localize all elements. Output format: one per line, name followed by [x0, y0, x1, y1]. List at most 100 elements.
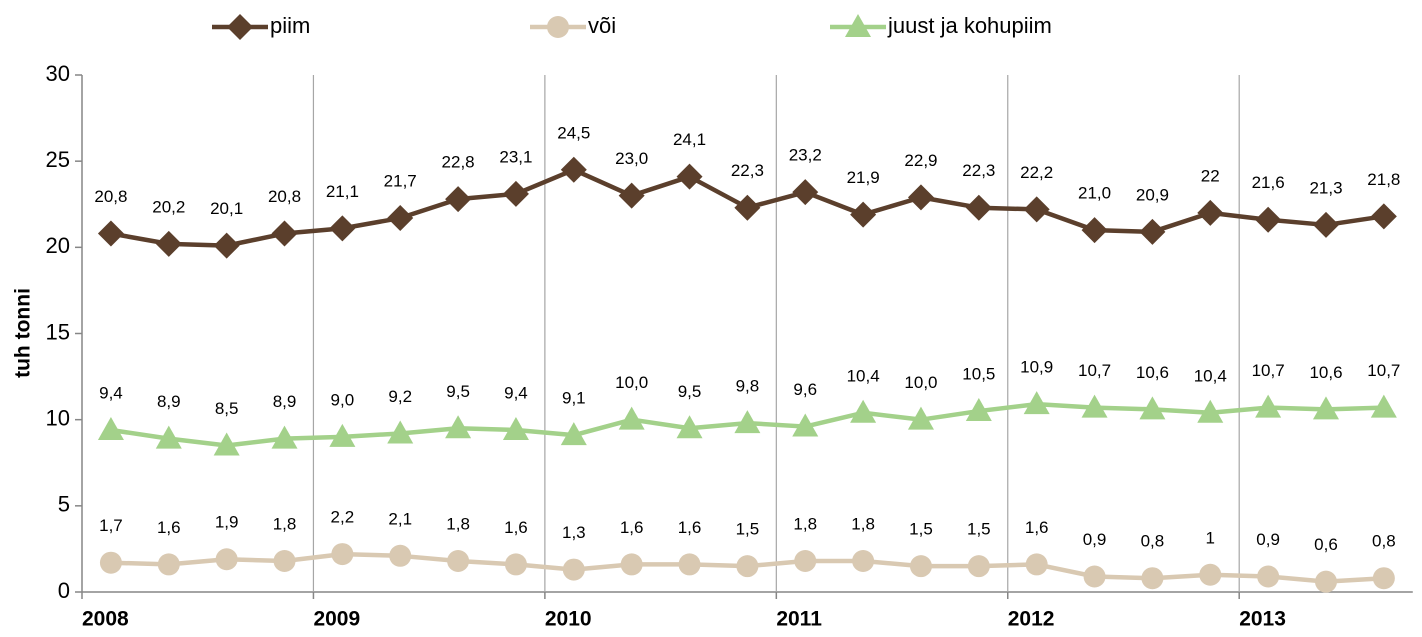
- data-label: 10,4: [847, 366, 880, 385]
- data-label: 1,5: [909, 520, 933, 539]
- data-label: 2,1: [388, 509, 412, 528]
- data-point: [618, 182, 645, 209]
- data-label: 22: [1201, 166, 1220, 185]
- data-label: 1,8: [446, 514, 470, 533]
- x-tick-label: 2010: [545, 608, 592, 631]
- data-label: 20,8: [268, 187, 301, 206]
- data-label: 10,5: [962, 365, 995, 384]
- data-point: [562, 558, 585, 581]
- data-point: [502, 417, 529, 441]
- data-label: 9,5: [446, 382, 470, 401]
- data-label: 21,7: [384, 172, 417, 191]
- data-point: [909, 555, 932, 578]
- data-label: 1: [1206, 528, 1215, 547]
- data-point: [850, 201, 877, 228]
- data-point: [1025, 553, 1048, 576]
- data-point: [271, 425, 298, 449]
- data-label: 0,6: [1314, 535, 1338, 554]
- data-label: 0,9: [1256, 530, 1280, 549]
- data-label: 22,3: [962, 161, 995, 180]
- data-label: 9,5: [678, 382, 702, 401]
- data-point: [560, 156, 587, 183]
- data-label: 0,8: [1372, 532, 1396, 551]
- data-label: 9,8: [736, 377, 760, 396]
- data-label: 10,7: [1367, 361, 1400, 380]
- data-point: [907, 406, 934, 430]
- y-tick-label: 10: [46, 405, 70, 430]
- data-label: 21,3: [1309, 178, 1342, 197]
- data-label: 1,6: [620, 518, 644, 537]
- data-point: [1372, 567, 1395, 590]
- x-tick-label: 2012: [1008, 608, 1055, 631]
- data-label: 9,0: [331, 390, 355, 409]
- data-point: [1199, 563, 1222, 586]
- data-label: 24,1: [673, 130, 706, 149]
- data-point: [502, 180, 529, 207]
- data-label: 10,7: [1078, 361, 1111, 380]
- y-tick-label: 20: [46, 233, 70, 258]
- data-point: [329, 215, 356, 242]
- data-label: 10,6: [1309, 363, 1342, 382]
- data-point: [676, 415, 703, 439]
- data-point: [1023, 391, 1050, 415]
- legend-label: või: [588, 13, 616, 38]
- data-label: 9,4: [504, 383, 528, 402]
- data-point: [1312, 396, 1339, 420]
- data-point: [792, 179, 819, 206]
- data-point: [1370, 203, 1397, 230]
- data-label: 20,2: [152, 197, 185, 216]
- data-point: [850, 399, 877, 423]
- data-point: [736, 555, 759, 578]
- data-label: 20,9: [1136, 185, 1169, 204]
- data-point: [965, 398, 992, 422]
- data-label: 23,2: [789, 146, 822, 165]
- y-tick-label: 30: [46, 61, 70, 86]
- data-label: 10,0: [615, 373, 648, 392]
- data-label: 21,1: [326, 182, 359, 201]
- y-tick-label: 15: [46, 319, 70, 344]
- data-label: 10,6: [1136, 363, 1169, 382]
- data-point: [1255, 394, 1282, 418]
- data-point: [445, 415, 472, 439]
- data-label: 21,9: [847, 168, 880, 187]
- data-point: [97, 220, 124, 247]
- x-tick-label: 2008: [82, 608, 129, 631]
- data-point: [1257, 565, 1280, 588]
- data-label: 20,1: [210, 199, 243, 218]
- data-point: [157, 553, 180, 576]
- data-point: [1081, 217, 1108, 244]
- data-point: [271, 220, 298, 247]
- y-tick-label: 0: [58, 578, 70, 603]
- data-label: 1,6: [678, 518, 702, 537]
- data-point: [273, 549, 296, 572]
- data-point: [967, 555, 990, 578]
- data-label: 20,8: [94, 187, 127, 206]
- data-point: [1023, 196, 1050, 223]
- data-point: [215, 548, 238, 571]
- legend-marker: [547, 16, 569, 38]
- data-point: [329, 423, 356, 447]
- data-label: 1,8: [851, 514, 875, 533]
- data-point: [1141, 567, 1164, 590]
- data-label: 10,9: [1020, 358, 1053, 377]
- data-point: [1197, 399, 1224, 423]
- data-label: 1,8: [273, 514, 297, 533]
- data-point: [331, 543, 354, 566]
- data-point: [155, 230, 182, 257]
- legend-marker: [227, 14, 253, 40]
- data-label: 22,9: [904, 151, 937, 170]
- data-label: 1,8: [793, 514, 817, 533]
- x-tick-label: 2011: [776, 608, 822, 631]
- data-point: [1255, 206, 1282, 233]
- data-label: 9,6: [793, 380, 817, 399]
- data-label: 0,8: [1141, 532, 1165, 551]
- data-point: [445, 186, 472, 213]
- data-label: 2,2: [331, 508, 355, 527]
- data-point: [97, 417, 124, 441]
- data-point: [213, 432, 240, 456]
- data-point: [387, 205, 414, 232]
- data-point: [1197, 199, 1224, 226]
- data-label: 9,1: [562, 389, 586, 408]
- data-label: 1,5: [967, 520, 991, 539]
